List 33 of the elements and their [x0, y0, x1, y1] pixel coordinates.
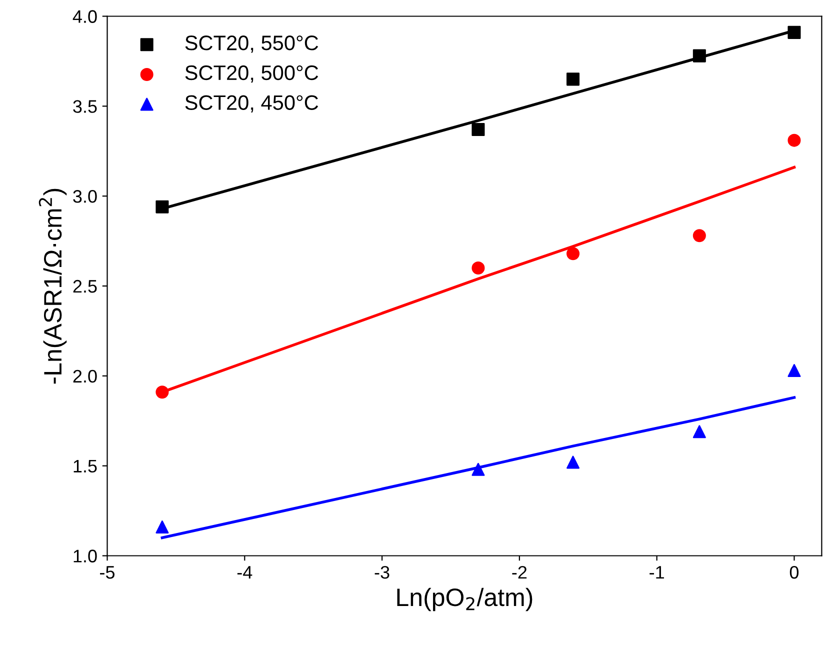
legend-label: SCT20, 550°C: [185, 36, 318, 53]
legend-label: SCT20, 500°C: [185, 65, 318, 83]
point: [156, 386, 169, 399]
point: [692, 229, 706, 242]
x-tick-label: -5: [100, 566, 115, 579]
legend-label: SCT20, 450°C: [185, 95, 318, 112]
point: [566, 456, 580, 469]
x-axis-title: Ln(pO$_{2}$/atm): [397, 588, 532, 612]
point: [788, 26, 801, 39]
point: [788, 364, 801, 378]
y-tick-label: 1.0: [74, 550, 97, 562]
point: [472, 262, 485, 275]
y-axis-title: -Ln(ASR1/Ω·cm$^{2}$): [38, 188, 67, 384]
x-tick-label: -3: [374, 566, 390, 579]
x-tick-label: -1: [650, 566, 664, 579]
y-tick-label: 3.0: [73, 190, 97, 203]
y-tick-label: 4.0: [72, 10, 97, 23]
y-tick-label: 2.0: [73, 370, 97, 383]
x-tick-label: 0: [790, 566, 799, 579]
point: [156, 520, 169, 534]
y-tick-label: 1.5: [74, 460, 97, 473]
point: [472, 462, 485, 476]
point: [566, 247, 580, 260]
y-tick-label: 2.5: [73, 280, 97, 293]
x-tick-label: -2: [512, 566, 527, 579]
point: [692, 425, 706, 438]
y-tick-label: 3.5: [73, 100, 97, 113]
point: [788, 134, 801, 147]
x-tick-label: -4: [237, 566, 252, 579]
point: [472, 123, 485, 136]
point: [566, 72, 580, 86]
point: [156, 200, 169, 214]
point: [692, 49, 706, 62]
